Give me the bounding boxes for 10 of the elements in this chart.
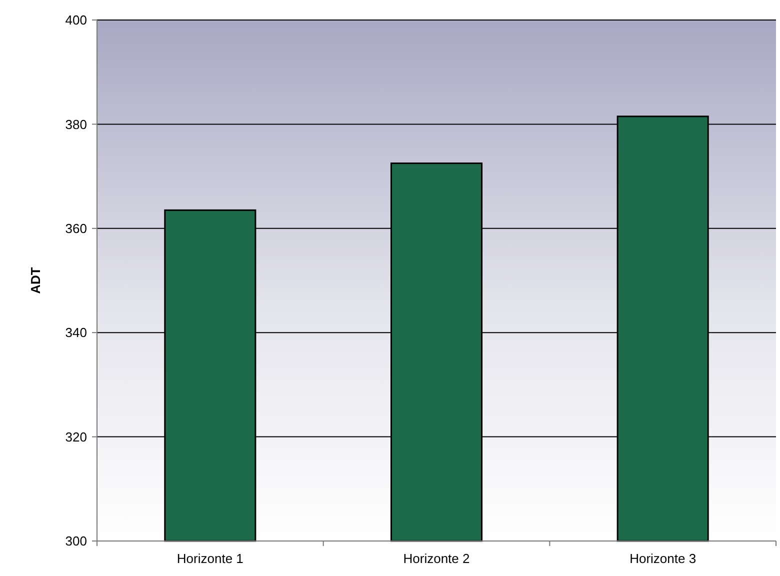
x-tick-label: Horizonte 3 [630, 551, 696, 566]
x-tick-label: Horizonte 2 [403, 551, 470, 566]
y-tick-label: 360 [65, 220, 87, 236]
y-tick-label: 380 [65, 116, 87, 132]
y-tick-label: 320 [65, 429, 87, 444]
y-tick-label: 340 [65, 325, 87, 340]
y-tick-label: 300 [65, 534, 87, 549]
y-axis-title: ADT [28, 267, 43, 294]
x-tick-label: Horizonte 1 [176, 551, 244, 566]
y-tick-label: 400 [65, 12, 87, 28]
